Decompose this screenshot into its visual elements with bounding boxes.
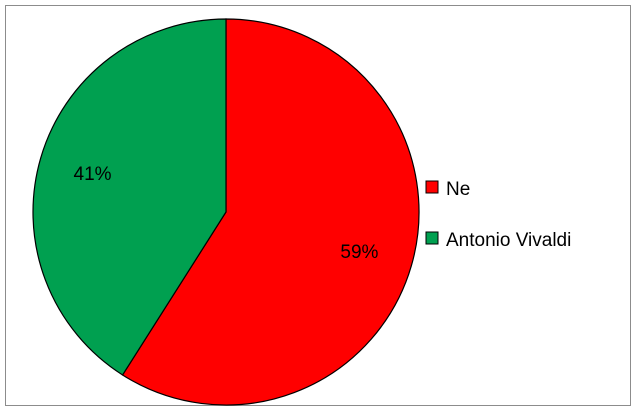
pie-slice-antonio-vivaldi bbox=[32, 18, 227, 376]
legend-swatch-antonio-vivaldi bbox=[425, 231, 439, 245]
legend-label-antonio-vivaldi: Antonio Vivaldi bbox=[446, 230, 571, 251]
legend: Ne Antonio Vivaldi bbox=[425, 179, 571, 251]
pie-slices bbox=[32, 18, 420, 406]
legend-swatch-ne bbox=[425, 180, 439, 194]
data-label-ne: 59% bbox=[340, 242, 378, 263]
data-label-antonio-vivaldi: 41% bbox=[74, 164, 112, 185]
pie-data-labels: 59% 41% bbox=[74, 164, 379, 263]
pie-slice-ne bbox=[121, 18, 420, 406]
legend-label-ne: Ne bbox=[446, 179, 470, 200]
